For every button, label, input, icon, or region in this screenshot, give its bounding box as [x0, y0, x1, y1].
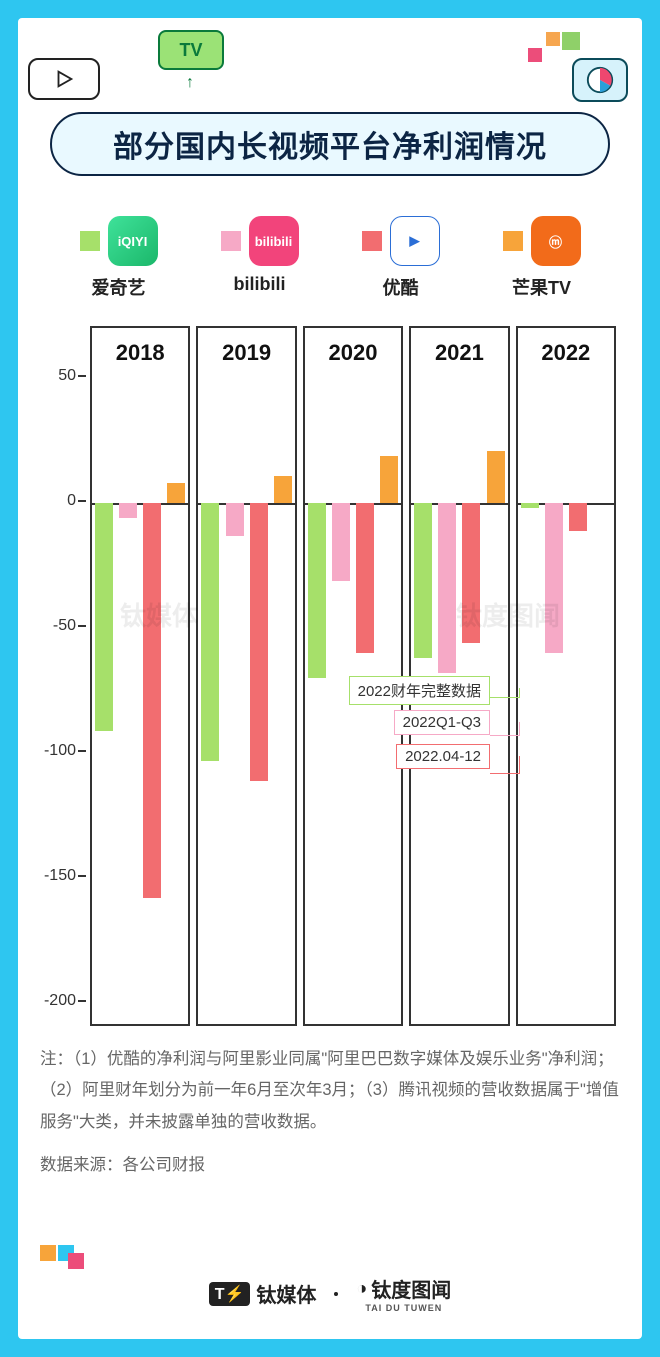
legend-label: 爱奇艺: [92, 274, 146, 300]
legend-item-iqiyi: iQIYI 爱奇艺: [54, 216, 184, 300]
footer-brand-1-label: 钛媒体: [256, 1279, 316, 1308]
legend-item-mango: ⓜ 芒果TV: [477, 216, 607, 300]
legend-label: 芒果TV: [512, 274, 571, 300]
y-tick-label: -200: [44, 992, 76, 1010]
legend-swatch: [362, 231, 382, 251]
footer: T⚡ 钛媒体 ◑ 钛度图闻 TAI DU TUWEN: [18, 1274, 642, 1313]
annotation-leader: [490, 722, 520, 736]
deco-square: [528, 48, 542, 62]
footer-brand-2: ◑ 钛度图闻 TAI DU TUWEN: [356, 1274, 451, 1313]
annotation-box: 2022Q1-Q3: [394, 710, 490, 735]
mango-icon: ⓜ: [531, 216, 581, 266]
legend-item-bilibili: bilibili bilibili: [195, 216, 325, 300]
bar-bilibili-2020: [332, 503, 350, 581]
legend-label: bilibili: [234, 274, 286, 295]
pie-icon: [572, 58, 628, 102]
iqiyi-icon: iQIYI: [108, 216, 158, 266]
chart-title: 部分国内长视频平台净利润情况: [50, 112, 610, 176]
deco-square: [546, 32, 560, 46]
chart-area: 500-50-100-150-200 20182019202020212022 …: [40, 326, 620, 1026]
year-label: 2022: [518, 340, 614, 366]
y-tick-label: -150: [44, 867, 76, 885]
footer-brand-2-label: 钛度图闻: [371, 1274, 451, 1303]
deco-square: [562, 32, 580, 50]
bar-youku-2021: [462, 503, 480, 643]
bar-youku-2019: [250, 503, 268, 781]
bar-iqiyi-2020: [308, 503, 326, 678]
inner-card: TV ↑ 部分国内长视频平台净利润情况 iQIYI 爱奇艺 bilibili b…: [18, 18, 642, 1339]
bar-youku-2020: [356, 503, 374, 653]
footnotes: 注：（1）优酷的净利润与阿里影业同属"阿里巴巴数字媒体及娱乐业务"净利润； （2…: [40, 1044, 620, 1181]
y-tick-mark: [78, 1000, 86, 1002]
play-icon: [28, 58, 100, 100]
footer-separator: [334, 1292, 338, 1296]
year-label: 2021: [411, 340, 507, 366]
year-panel-2018: 2018: [90, 326, 190, 1026]
year-label: 2020: [305, 340, 401, 366]
annotation-leader: [490, 756, 520, 774]
y-tick-mark: [78, 500, 86, 502]
annotation-leader: [490, 688, 520, 698]
y-axis: 50 0 -50 -100 -150 -200: [40, 326, 88, 1026]
footer-deco: [40, 1245, 84, 1269]
note-line: 注：（1）优酷的净利润与阿里影业同属"阿里巴巴数字媒体及娱乐业务"净利润；: [40, 1044, 620, 1075]
y-tick-label: -50: [53, 617, 76, 635]
note-line: （2）阿里财年划分为前一年6月至次年3月；（3）腾讯视频的营收数据属于"增值服务…: [40, 1075, 620, 1138]
annotation-box: 2022.04-12: [396, 744, 490, 769]
legend-item-youku: ▶ 优酷: [336, 216, 466, 300]
year-panel-2022: 2022: [516, 326, 616, 1026]
bar-iqiyi-2018: [95, 503, 113, 731]
bar-mango-2021: [487, 451, 505, 504]
bar-bilibili-2018: [119, 503, 137, 518]
bar-bilibili-2019: [226, 503, 244, 536]
bar-mango-2019: [274, 476, 292, 504]
y-tick-label: 0: [67, 492, 76, 510]
bar-youku-2018: [143, 503, 161, 898]
tv-arrow-icon: ↑: [186, 74, 194, 92]
legend-label: 优酷: [383, 274, 419, 300]
y-tick-mark: [78, 875, 86, 877]
footer-brand-1: T⚡ 钛媒体: [209, 1279, 317, 1308]
legend-swatch: [80, 231, 100, 251]
legend: iQIYI 爱奇艺 bilibili bilibili ▶ 优酷 ⓜ 芒果TV: [40, 216, 620, 300]
y-tick-mark: [78, 625, 86, 627]
legend-swatch: [503, 231, 523, 251]
annotation-box: 2022财年完整数据: [349, 676, 490, 705]
bar-iqiyi-2021: [414, 503, 432, 658]
legend-swatch: [221, 231, 241, 251]
year-label: 2019: [198, 340, 294, 366]
bar-youku-2022: [569, 503, 587, 531]
bar-mango-2018: [167, 483, 185, 503]
y-tick-mark: [78, 750, 86, 752]
bar-bilibili-2021: [438, 503, 456, 673]
year-panel-2019: 2019: [196, 326, 296, 1026]
tv-badge: TV: [158, 30, 224, 70]
y-tick-label: 50: [58, 367, 76, 385]
bar-iqiyi-2019: [201, 503, 219, 761]
bar-mango-2020: [380, 456, 398, 504]
y-tick-label: -100: [44, 742, 76, 760]
bar-iqiyi-2022: [521, 503, 539, 508]
footer-brand-2-sub: TAI DU TUWEN: [365, 1303, 442, 1313]
bilibili-icon: bilibili: [249, 216, 299, 266]
outer-frame: TV ↑ 部分国内长视频平台净利润情况 iQIYI 爱奇艺 bilibili b…: [0, 0, 660, 1357]
youku-icon: ▶: [390, 216, 440, 266]
y-tick-mark: [78, 375, 86, 377]
bar-bilibili-2022: [545, 503, 563, 653]
year-label: 2018: [92, 340, 188, 366]
data-source: 数据来源：各公司财报: [40, 1150, 620, 1181]
